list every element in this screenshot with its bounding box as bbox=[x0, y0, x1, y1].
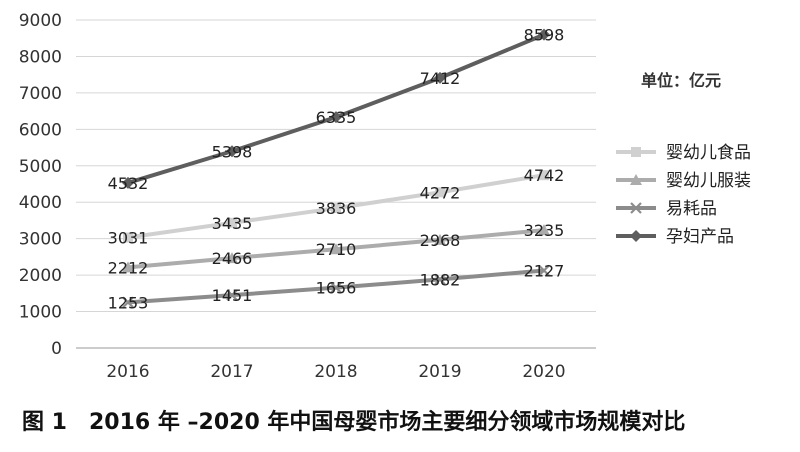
legend-marker-2-stroke-b bbox=[630, 202, 642, 214]
line-chart: 0 1000 2000 3000 4000 5000 6000 7000 8000 9000 20… bbox=[19, 11, 751, 382]
data-point-3-3 bbox=[434, 71, 446, 84]
data-point-2-2 bbox=[330, 281, 342, 294]
x-tick-label-2017: 2017 bbox=[210, 362, 253, 382]
grid-lines bbox=[76, 19, 596, 349]
data-point-2-0 bbox=[122, 296, 134, 309]
data-label-3-2: 6335 bbox=[316, 108, 357, 127]
y-tick-label-1000: 1000 bbox=[19, 303, 62, 323]
y-tick-label-3000: 3000 bbox=[19, 230, 62, 250]
x-axis: 2016 2017 2018 2019 2020 bbox=[106, 362, 565, 382]
legend-label-1: 婴幼儿服装 bbox=[666, 171, 751, 191]
data-point-3-2 bbox=[330, 111, 342, 124]
data-label-3-0: 4532 bbox=[108, 174, 149, 193]
y-tick-label-0: 0 bbox=[51, 339, 62, 359]
y-tick-label-5000: 5000 bbox=[19, 157, 62, 177]
x-tick-label-2020: 2020 bbox=[522, 362, 565, 382]
data-point-2-1 bbox=[226, 289, 238, 301]
data-point-1-1 bbox=[226, 252, 238, 264]
x-tick-label-2018: 2018 bbox=[314, 362, 357, 382]
data-point-3-4 bbox=[538, 28, 550, 41]
data-label-1-1: 2466 bbox=[212, 249, 253, 268]
data-point-2-4-stroke-b bbox=[538, 264, 550, 277]
y-tick-label-2000: 2000 bbox=[19, 266, 62, 286]
data-point-1-0 bbox=[122, 261, 134, 273]
data-point-1-3 bbox=[434, 233, 446, 245]
legend-label-3: 孕妇产品 bbox=[666, 227, 734, 247]
data-label-2-0: 1253 bbox=[108, 293, 149, 312]
y-tick-label-8000: 8000 bbox=[19, 47, 62, 67]
data-point-1-4 bbox=[538, 224, 550, 236]
data-label-3-1: 5398 bbox=[212, 142, 253, 161]
legend-marker-1 bbox=[630, 174, 642, 185]
data-point-2-4 bbox=[538, 264, 550, 277]
x-tick-label-2016: 2016 bbox=[106, 362, 149, 382]
data-label-0-1: 3435 bbox=[212, 214, 253, 233]
data-label-2-3: 1882 bbox=[420, 270, 461, 289]
data-label-0-4: 4742 bbox=[524, 166, 565, 185]
data-label-2-2: 1656 bbox=[316, 279, 357, 298]
data-label-1-4: 3235 bbox=[524, 221, 565, 240]
data-label-3-3: 7412 bbox=[420, 69, 461, 88]
data-label-1-2: 2710 bbox=[316, 240, 357, 259]
y-tick-label-9000: 9000 bbox=[19, 11, 62, 31]
series-lines bbox=[122, 28, 550, 309]
data-point-0-4 bbox=[539, 170, 549, 181]
data-label-0-2: 3836 bbox=[316, 199, 357, 218]
data-point-0-2 bbox=[331, 203, 341, 214]
unit-label: 单位：亿元 bbox=[641, 71, 721, 90]
data-label-1-3: 2968 bbox=[420, 231, 461, 250]
figure-caption: 图 1 2016 年 –2020 年中国母婴市场主要细分领域市场规模对比 bbox=[22, 410, 686, 435]
legend-marker-3 bbox=[630, 230, 642, 242]
y-axis: 0 1000 2000 3000 4000 5000 6000 7000 8000 9000 bbox=[19, 11, 62, 359]
data-label-0-3: 4272 bbox=[420, 183, 461, 202]
data-point-2-1-stroke-b bbox=[226, 289, 238, 301]
y-tick-label-4000: 4000 bbox=[19, 193, 62, 213]
legend-marker-0 bbox=[631, 147, 641, 157]
data-point-3-1 bbox=[226, 145, 238, 158]
legend-label-0: 婴幼儿食品 bbox=[666, 143, 751, 163]
data-label-0-0: 3031 bbox=[108, 229, 149, 248]
data-point-2-0-stroke-b bbox=[122, 296, 134, 309]
data-point-2-2-stroke-b bbox=[330, 281, 342, 294]
x-tick-label-2019: 2019 bbox=[418, 362, 461, 382]
data-point-2-3-stroke-b bbox=[434, 273, 446, 286]
data-point-3-0 bbox=[122, 176, 134, 189]
legend-marker-2 bbox=[630, 202, 642, 214]
y-tick-label-6000: 6000 bbox=[19, 120, 62, 140]
data-point-0-1 bbox=[227, 217, 237, 228]
data-label-2-4: 2127 bbox=[524, 261, 565, 280]
data-point-0-3 bbox=[435, 187, 445, 198]
y-tick-label-7000: 7000 bbox=[19, 84, 62, 104]
data-label-3-4: 8598 bbox=[524, 26, 565, 45]
data-label-2-1: 1451 bbox=[212, 286, 253, 305]
data-point-0-0 bbox=[123, 232, 133, 243]
data-point-1-2 bbox=[330, 243, 342, 255]
legend-label-2: 易耗品 bbox=[666, 199, 717, 219]
data-point-2-3 bbox=[434, 273, 446, 286]
data-label-1-0: 2212 bbox=[108, 258, 149, 277]
data-labels: 3031 3435 3836 4272 4742 2212 2466 2710 2968 3235… bbox=[108, 26, 565, 313]
